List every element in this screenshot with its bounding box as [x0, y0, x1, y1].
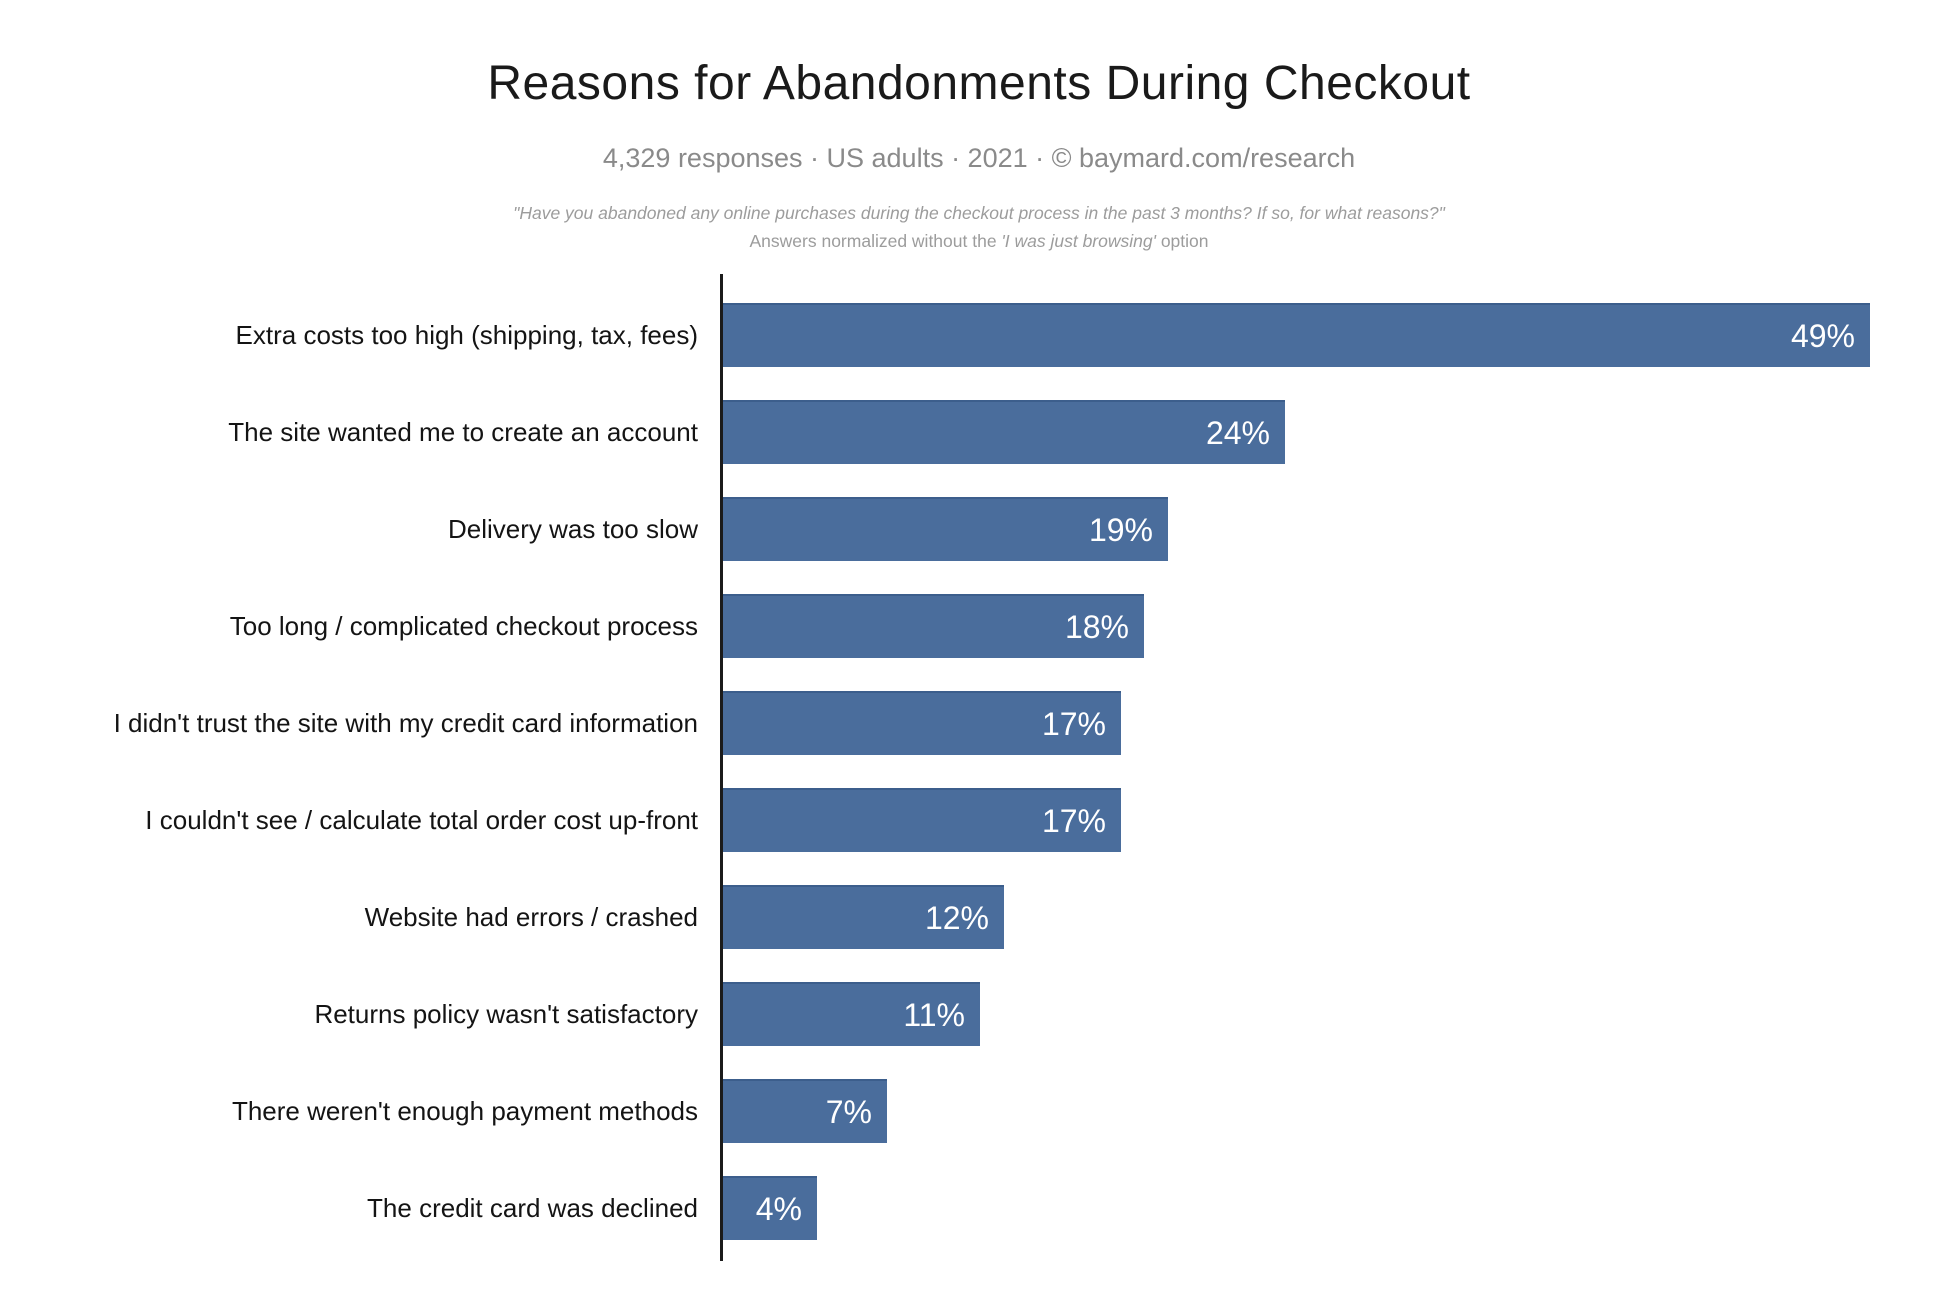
- category-label: Too long / complicated checkout process: [229, 610, 698, 641]
- category-label: Delivery was too slow: [448, 513, 698, 544]
- bar-row: The site wanted me to create an account 2…: [0, 400, 1958, 464]
- normalization-note-prefix: Answers normalized without the: [749, 231, 1002, 251]
- bar-chart: Extra costs too high (shipping, tax, fee…: [0, 274, 1958, 1261]
- value-label: 12%: [924, 899, 989, 936]
- value-label: 17%: [1041, 802, 1106, 839]
- bar: 17%: [723, 788, 1121, 852]
- bar-row: The credit card was declined 4%: [0, 1176, 1958, 1240]
- value-label: 7%: [825, 1093, 872, 1130]
- value-label: 18%: [1064, 608, 1129, 645]
- bar: 4%: [723, 1176, 817, 1240]
- bar-row: Extra costs too high (shipping, tax, fee…: [0, 303, 1958, 367]
- bar-row: Website had errors / crashed 12%: [0, 885, 1958, 949]
- value-label: 17%: [1041, 705, 1106, 742]
- category-label: I didn't trust the site with my credit c…: [113, 707, 698, 738]
- bars: Extra costs too high (shipping, tax, fee…: [0, 303, 1958, 1240]
- normalization-note-suffix: option: [1155, 231, 1209, 251]
- category-label: Returns policy wasn't satisfactory: [314, 998, 698, 1029]
- value-label: 24%: [1205, 414, 1270, 451]
- normalization-note: Answers normalized without the 'I was ju…: [0, 231, 1958, 252]
- category-label: There weren't enough payment methods: [231, 1095, 698, 1126]
- bar-row: There weren't enough payment methods 7%: [0, 1079, 1958, 1143]
- normalization-note-italic: 'I was just browsing': [1001, 231, 1156, 251]
- value-label: 4%: [755, 1190, 802, 1227]
- bar-row: Too long / complicated checkout process 1…: [0, 594, 1958, 658]
- value-label: 49%: [1790, 317, 1855, 354]
- bar-row: Returns policy wasn't satisfactory 11%: [0, 982, 1958, 1046]
- bar: 11%: [723, 982, 980, 1046]
- bar: 17%: [723, 691, 1121, 755]
- category-label: The site wanted me to create an account: [228, 416, 698, 447]
- category-label: Website had errors / crashed: [364, 901, 698, 932]
- category-label: Extra costs too high (shipping, tax, fee…: [235, 319, 698, 350]
- bar-row: I couldn't see / calculate total order c…: [0, 788, 1958, 852]
- chart-title: Reasons for Abandonments During Checkout: [487, 57, 1471, 110]
- value-label: 19%: [1088, 511, 1153, 548]
- bar-row: Delivery was too slow 19%: [0, 497, 1958, 561]
- bar: 18%: [723, 594, 1144, 658]
- bar: 7%: [723, 1079, 887, 1143]
- bar: 12%: [723, 885, 1004, 949]
- category-label: The credit card was declined: [367, 1192, 698, 1223]
- survey-question-note: "Have you abandoned any online purchases…: [513, 203, 1445, 223]
- bar: 19%: [723, 497, 1168, 561]
- y-axis-line: [720, 274, 723, 1261]
- value-label: 11%: [903, 996, 965, 1033]
- category-label: I couldn't see / calculate total order c…: [145, 804, 698, 835]
- bar-row: I didn't trust the site with my credit c…: [0, 691, 1958, 755]
- chart-header: Reasons for Abandonments During Checkout…: [0, 0, 1958, 252]
- chart-subtitle: 4,329 responses · US adults · 2021 · © b…: [602, 143, 1356, 173]
- bar: 24%: [723, 400, 1285, 464]
- bar: 49%: [723, 303, 1870, 367]
